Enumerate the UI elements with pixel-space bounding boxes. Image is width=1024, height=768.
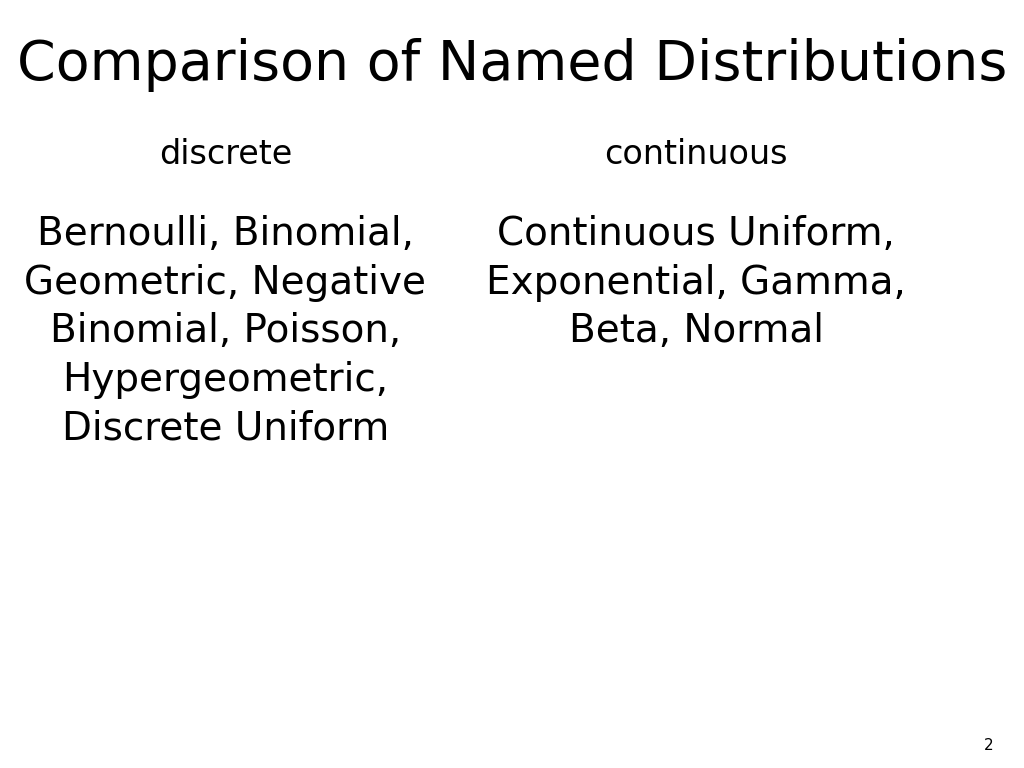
Text: Comparison of Named Distributions: Comparison of Named Distributions: [16, 38, 1008, 92]
Text: Continuous Uniform,
Exponential, Gamma,
Beta, Normal: Continuous Uniform, Exponential, Gamma, …: [486, 215, 906, 350]
Text: continuous: continuous: [604, 138, 788, 171]
Text: 2: 2: [984, 737, 993, 753]
Text: Bernoulli, Binomial,
Geometric, Negative
Binomial, Poisson,
Hypergeometric,
Disc: Bernoulli, Binomial, Geometric, Negative…: [25, 215, 426, 447]
Text: discrete: discrete: [159, 138, 292, 171]
